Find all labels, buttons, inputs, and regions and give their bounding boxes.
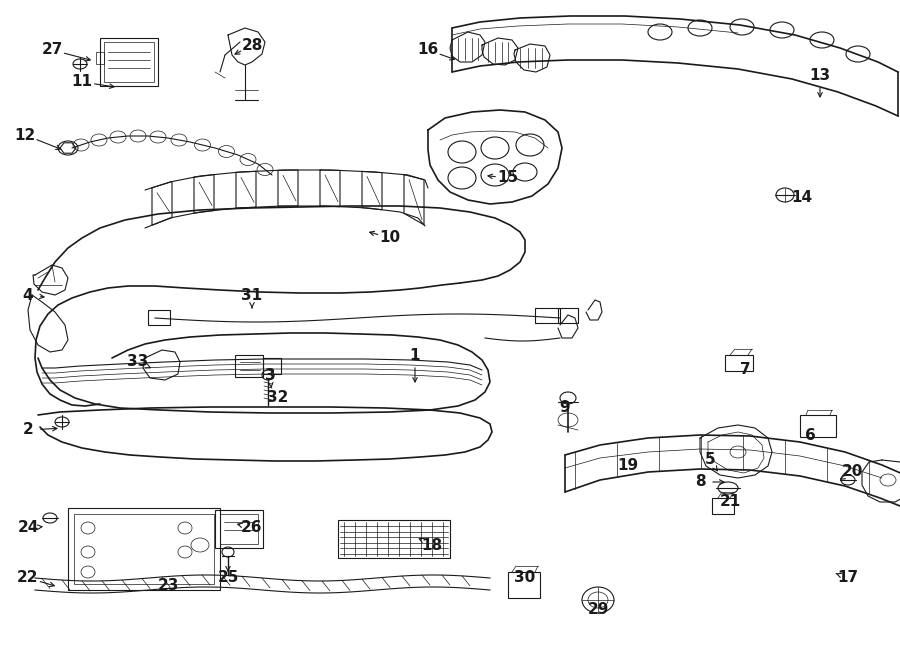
Text: 12: 12 — [14, 128, 36, 143]
Text: 24: 24 — [17, 520, 39, 535]
Bar — [263, 358, 281, 374]
Text: 13: 13 — [809, 67, 831, 83]
Text: 17: 17 — [837, 570, 859, 586]
Bar — [148, 310, 170, 325]
Bar — [104, 42, 154, 82]
Text: 16: 16 — [418, 42, 438, 58]
Bar — [215, 510, 263, 548]
Text: 2: 2 — [22, 422, 33, 438]
Text: 7: 7 — [740, 362, 751, 377]
Text: 23: 23 — [158, 578, 179, 594]
Text: 28: 28 — [241, 38, 263, 52]
Bar — [338, 520, 450, 558]
Bar — [535, 308, 560, 323]
Text: 15: 15 — [498, 171, 518, 186]
Text: 31: 31 — [241, 288, 263, 303]
Text: 9: 9 — [560, 401, 571, 416]
Bar — [100, 38, 158, 86]
Bar — [68, 508, 220, 590]
Text: 8: 8 — [695, 475, 706, 490]
Text: 6: 6 — [805, 428, 815, 442]
Bar — [96, 52, 104, 64]
Text: 1: 1 — [410, 348, 420, 362]
Text: 11: 11 — [71, 75, 93, 89]
Text: 29: 29 — [588, 602, 608, 617]
Text: 4: 4 — [22, 288, 33, 303]
Bar — [725, 355, 753, 371]
Bar — [508, 572, 540, 598]
Text: 32: 32 — [267, 391, 289, 405]
Text: 10: 10 — [380, 231, 400, 245]
Bar — [558, 308, 578, 323]
Bar — [712, 498, 734, 514]
Text: 5: 5 — [705, 453, 716, 467]
Text: 3: 3 — [265, 368, 275, 383]
Text: 26: 26 — [241, 520, 263, 535]
Text: 18: 18 — [421, 537, 443, 553]
Text: 25: 25 — [217, 570, 239, 586]
Bar — [235, 355, 263, 377]
Text: 33: 33 — [128, 354, 148, 369]
Text: 22: 22 — [17, 570, 39, 586]
Text: 19: 19 — [617, 457, 639, 473]
Bar — [220, 514, 258, 544]
Bar — [800, 415, 836, 437]
Text: 27: 27 — [41, 42, 63, 58]
Bar — [74, 514, 214, 584]
Text: 21: 21 — [719, 494, 741, 510]
Text: 30: 30 — [515, 570, 536, 586]
Text: 14: 14 — [791, 190, 813, 206]
Text: 20: 20 — [842, 465, 863, 479]
